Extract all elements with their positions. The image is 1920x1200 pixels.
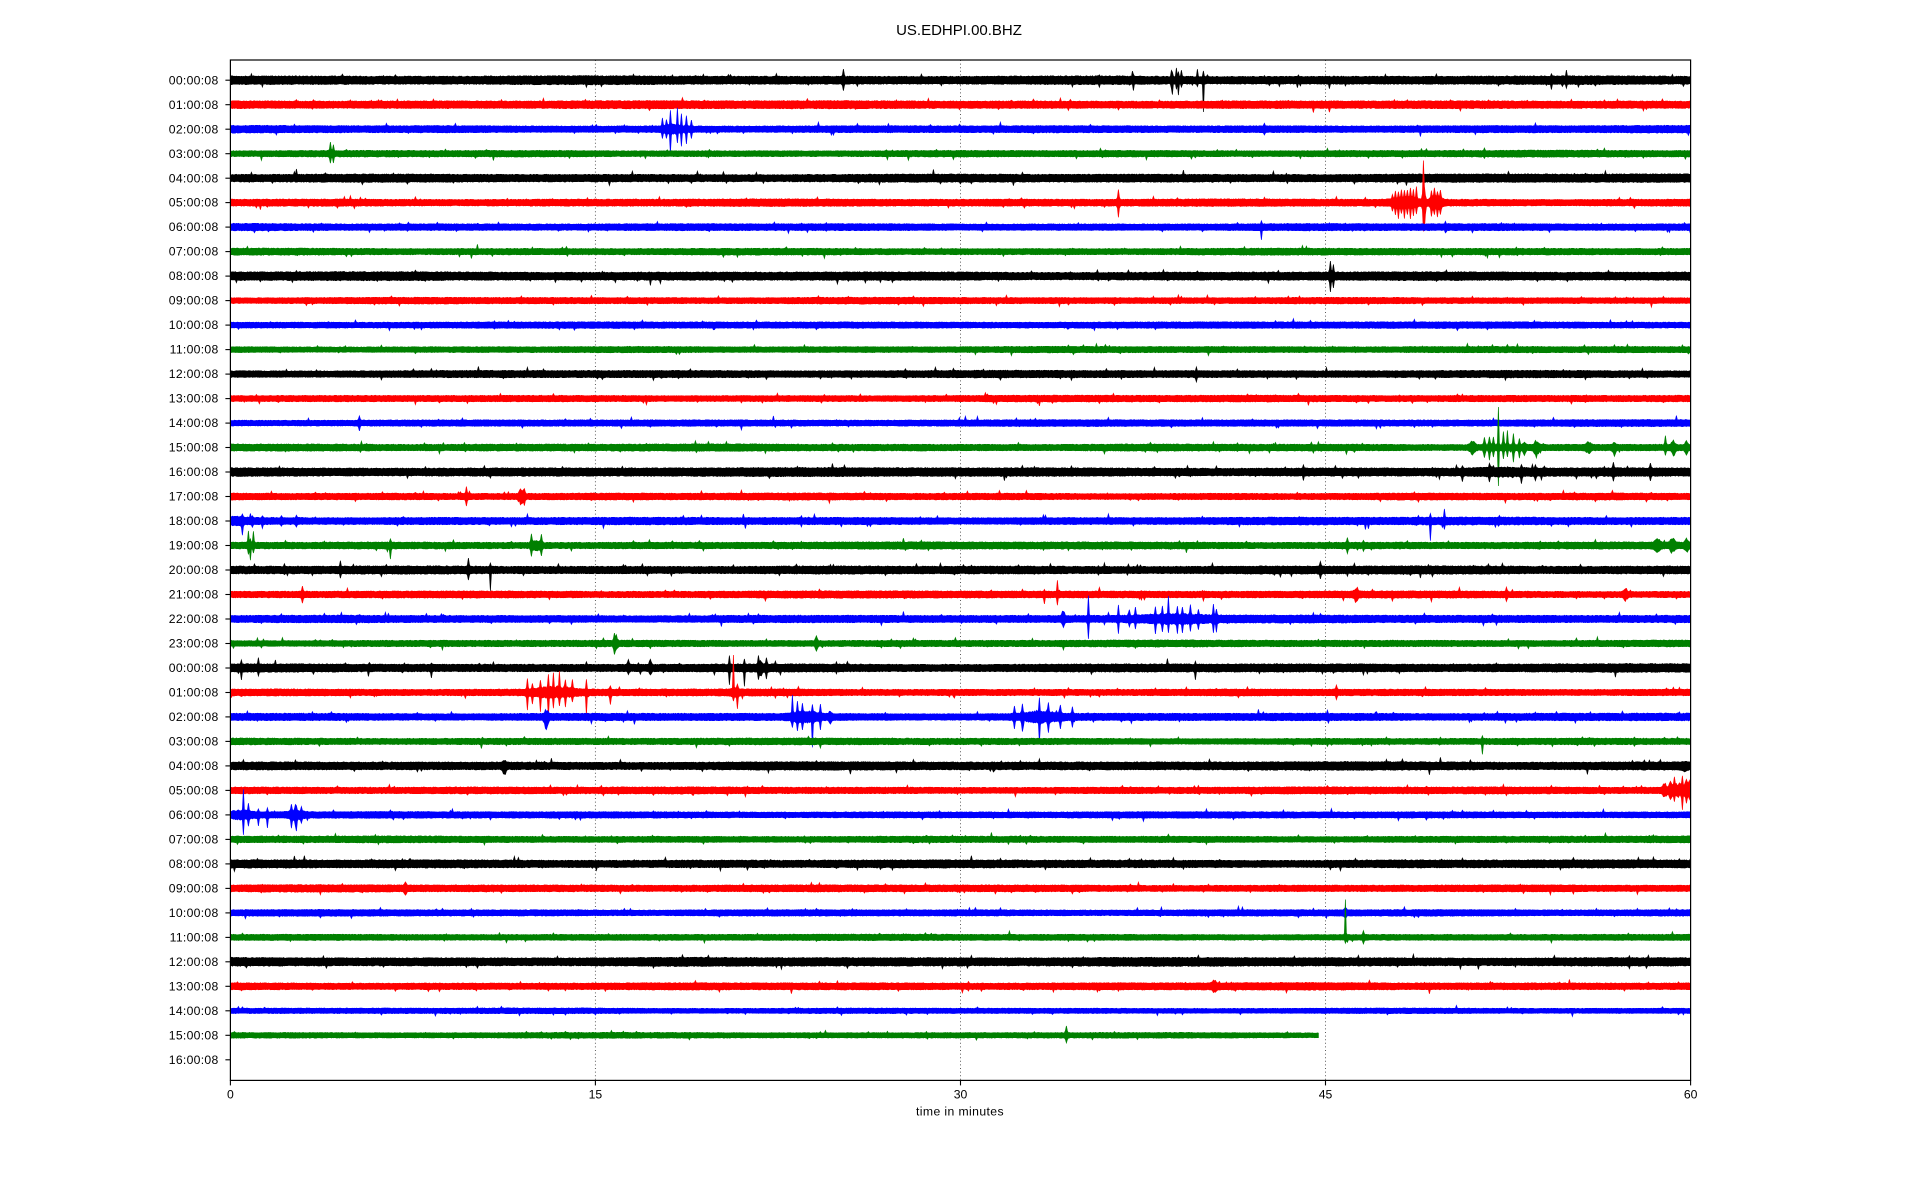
svg-text:01:00:08: 01:00:08 (169, 98, 219, 112)
svg-text:03:00:08: 03:00:08 (169, 147, 219, 161)
svg-text:07:00:08: 07:00:08 (169, 833, 219, 847)
svg-text:08:00:08: 08:00:08 (169, 269, 219, 283)
svg-text:22:00:08: 22:00:08 (169, 612, 219, 626)
svg-text:US.EDHPI.00.BHZ: US.EDHPI.00.BHZ (896, 22, 1022, 39)
svg-text:15: 15 (589, 1087, 603, 1101)
svg-text:06:00:08: 06:00:08 (169, 220, 219, 234)
svg-text:10:00:08: 10:00:08 (169, 318, 219, 332)
svg-text:19:00:08: 19:00:08 (169, 539, 219, 553)
svg-text:21:00:08: 21:00:08 (169, 588, 219, 602)
svg-text:17:00:08: 17:00:08 (169, 490, 219, 504)
svg-text:08:00:08: 08:00:08 (169, 857, 219, 871)
svg-text:23:00:08: 23:00:08 (169, 637, 219, 651)
svg-text:16:00:08: 16:00:08 (169, 1053, 219, 1067)
svg-text:13:00:08: 13:00:08 (169, 392, 219, 406)
svg-text:14:00:08: 14:00:08 (169, 416, 219, 430)
svg-text:12:00:08: 12:00:08 (169, 367, 219, 381)
svg-text:45: 45 (1319, 1087, 1333, 1101)
svg-text:18:00:08: 18:00:08 (169, 514, 219, 528)
svg-text:16:00:08: 16:00:08 (169, 465, 219, 479)
svg-text:09:00:08: 09:00:08 (169, 294, 219, 308)
svg-text:30: 30 (954, 1087, 968, 1101)
svg-text:00:00:08: 00:00:08 (169, 73, 219, 87)
svg-text:11:00:08: 11:00:08 (170, 931, 219, 945)
svg-text:12:00:08: 12:00:08 (169, 955, 219, 969)
svg-text:04:00:08: 04:00:08 (169, 759, 219, 773)
svg-text:05:00:08: 05:00:08 (169, 784, 219, 798)
svg-text:15:00:08: 15:00:08 (169, 441, 219, 455)
svg-text:02:00:08: 02:00:08 (169, 710, 219, 724)
svg-text:03:00:08: 03:00:08 (169, 735, 219, 749)
svg-text:00:00:08: 00:00:08 (169, 661, 219, 675)
svg-text:10:00:08: 10:00:08 (169, 906, 219, 920)
svg-text:01:00:08: 01:00:08 (169, 686, 219, 700)
svg-text:09:00:08: 09:00:08 (169, 882, 219, 896)
svg-text:20:00:08: 20:00:08 (169, 563, 219, 577)
svg-text:05:00:08: 05:00:08 (169, 196, 219, 210)
svg-text:14:00:08: 14:00:08 (169, 1004, 219, 1018)
svg-text:06:00:08: 06:00:08 (169, 808, 219, 822)
svg-text:02:00:08: 02:00:08 (169, 122, 219, 136)
svg-text:13:00:08: 13:00:08 (169, 979, 219, 993)
svg-text:15:00:08: 15:00:08 (169, 1028, 219, 1042)
svg-text:time in minutes: time in minutes (916, 1104, 1004, 1118)
svg-text:04:00:08: 04:00:08 (169, 171, 219, 185)
svg-text:0: 0 (227, 1087, 234, 1101)
svg-text:11:00:08: 11:00:08 (170, 343, 219, 357)
svg-text:60: 60 (1684, 1087, 1698, 1101)
svg-text:07:00:08: 07:00:08 (169, 245, 219, 259)
